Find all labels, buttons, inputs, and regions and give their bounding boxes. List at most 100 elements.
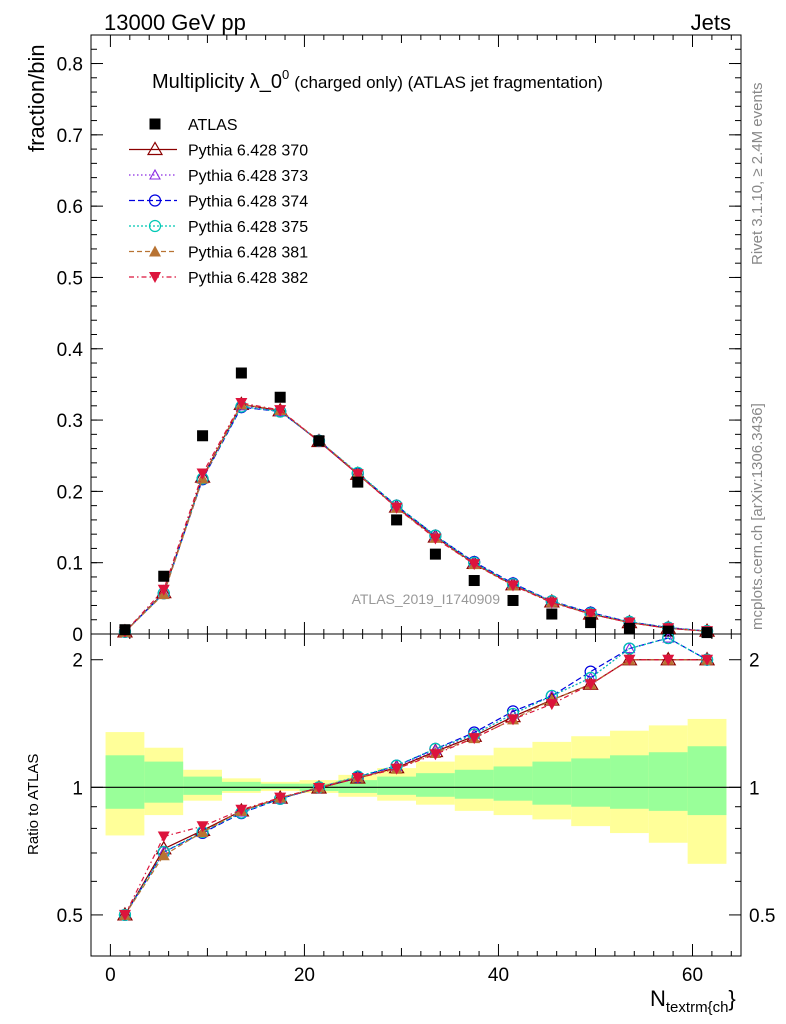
series-point	[351, 469, 364, 481]
y-tick-label: 0.7	[57, 126, 83, 147]
legend-label: ATLAS	[188, 117, 238, 134]
x-axis-label-close: }	[728, 986, 735, 1011]
band-inner-bin	[338, 780, 378, 793]
y-tick-label: 0.5	[57, 268, 83, 289]
series-point	[507, 580, 520, 592]
data-point	[585, 617, 597, 629]
data-point	[507, 594, 519, 606]
ratio-point	[274, 792, 287, 804]
ratio-tick-label: 2	[72, 651, 83, 672]
side-label-top: Rivet 3.1.10, ≥ 2.4M events	[749, 83, 766, 266]
series-point	[584, 609, 597, 621]
legend-label: Pythia 6.428 381	[188, 245, 308, 262]
band-inner-bin	[416, 773, 455, 797]
ratio-point	[157, 831, 170, 843]
legend-label: Pythia 6.428 370	[188, 143, 308, 160]
x-axis-label: Ntextrm{ch}	[650, 986, 736, 1016]
data-point	[235, 367, 247, 379]
series-point	[545, 597, 558, 609]
data-point	[546, 608, 558, 620]
data-point	[468, 575, 480, 587]
data-point	[352, 476, 364, 488]
series-point	[196, 468, 209, 480]
y-tick-label: 0	[72, 625, 83, 646]
x-tick-label: 0	[105, 965, 116, 986]
y-tick-label: 0.2	[57, 482, 83, 503]
series-point	[390, 502, 403, 514]
band-inner-bin	[571, 758, 611, 807]
ratio-point	[662, 634, 675, 643]
ratio-series-5	[118, 654, 714, 921]
ratio-point	[390, 763, 403, 775]
band-inner-bin	[260, 783, 300, 790]
ratio-point	[623, 654, 636, 666]
data-point	[197, 430, 209, 442]
series-point	[157, 584, 170, 596]
data-point	[391, 514, 403, 526]
ratio-point	[235, 804, 248, 816]
legend-marker	[146, 141, 164, 156]
header-left: 13000 GeV pp	[104, 10, 246, 35]
plot-title: Multiplicity λ_00 (charged only) (ATLAS j…	[152, 67, 603, 93]
ratio-point	[584, 679, 597, 691]
x-tick-label: 20	[294, 965, 315, 986]
legend: ATLAS Pythia 6.428 370 Pythia 6.428 373 Pyt…	[129, 117, 308, 287]
x-tick-label: 60	[682, 965, 703, 986]
ratio-tick-label: 1	[749, 778, 760, 799]
band-inner-bin	[105, 755, 145, 809]
ratio-point	[662, 654, 675, 666]
ratio-point	[196, 821, 209, 833]
legend-marker	[149, 168, 161, 180]
ratio-point	[662, 634, 675, 645]
ratio-point	[701, 654, 714, 666]
data-point	[662, 625, 674, 637]
x-axis-label-main: N	[650, 986, 666, 1011]
ratio-plot-frame	[90, 633, 742, 957]
ratio-tick-label: 2	[749, 651, 760, 672]
analysis-label: ATLAS_2019_I1740909	[352, 591, 501, 607]
legend-label: Pythia 6.428 382	[188, 270, 308, 287]
data-point	[701, 627, 713, 639]
band-inner-bin	[377, 776, 416, 795]
x-axis-label-sub: textrm{ch	[666, 999, 729, 1016]
y-tick-label: 0.4	[57, 340, 84, 361]
y-tick-label: 0.3	[57, 411, 83, 432]
data-point	[158, 570, 170, 582]
band-inner-bin	[493, 766, 533, 801]
y-axis-label: fraction/bin	[24, 44, 49, 152]
legend-label: Pythia 6.428 374	[188, 194, 308, 211]
band-inner-bin	[221, 781, 261, 792]
ratio-tick-label: 0.5	[57, 906, 83, 927]
y-tick-label: 0.8	[57, 55, 83, 76]
ratio-point	[351, 773, 364, 785]
legend-marker	[148, 194, 162, 207]
ratio-tick-label: 1	[72, 778, 83, 799]
ratio-point	[507, 714, 520, 726]
plot-title-rest: (charged only) (ATLAS jet fragmentation)	[294, 73, 603, 92]
series-line	[124, 402, 708, 633]
band-inner-bin	[144, 761, 184, 803]
plot-layers: 00.10.20.30.40.50.60.70.80 20 40 600.5 0.51 1…	[57, 34, 775, 986]
ratio-line	[124, 659, 708, 916]
plot-title-sup: 0	[282, 67, 289, 82]
axes: 00.10.20.30.40.50.60.70.80 20 40 600.5 0.51 1…	[57, 35, 775, 986]
legend-marker	[148, 219, 162, 233]
ratio-uncertainty-bands	[105, 718, 727, 864]
legend-marker	[149, 245, 161, 257]
band-inner-bin	[183, 776, 222, 795]
ratio-point	[468, 733, 481, 745]
y-tick-label: 0.6	[57, 197, 83, 218]
legend-label: Pythia 6.428 375	[188, 219, 308, 236]
band-inner-bin	[648, 752, 688, 811]
band-inner-bin	[687, 746, 727, 816]
legend-marker	[149, 272, 161, 283]
ratio-point	[312, 783, 325, 795]
data-point	[119, 624, 131, 636]
data-point	[313, 435, 325, 447]
ratio-point	[429, 749, 442, 761]
side-label-bottom: mcplots.cern.ch [arXiv:1306.3436]	[749, 403, 766, 630]
data-point	[623, 622, 635, 634]
ratio-y-axis-label: Ratio to ATLAS	[25, 754, 42, 855]
series-point	[274, 405, 287, 417]
